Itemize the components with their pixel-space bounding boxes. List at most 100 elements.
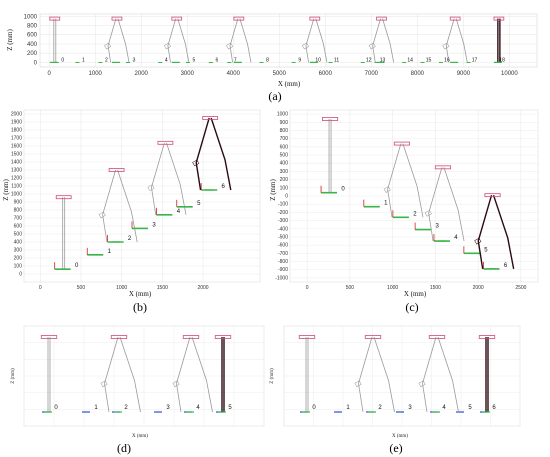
panel-a-pose-2-pelvis <box>171 16 183 21</box>
panel-c-chart: 0 500 1000 1500 2000 2500-1000-900-800-700-60… <box>269 109 539 314</box>
panel-c-y-label: Z (mm) <box>269 179 277 201</box>
panel-a-x-tick: 8000 <box>411 71 425 77</box>
panel-a-step-label: 17 <box>472 57 478 63</box>
panel-c-step-label: 4 <box>454 235 458 241</box>
panel-d-grid <box>23 325 265 427</box>
panel-c-y-tick: 500 <box>280 153 289 159</box>
panel-b-grid <box>24 110 260 282</box>
panel-c-y-tick: -800 <box>278 259 288 265</box>
panel-c-pose-6-leg-right <box>492 194 515 270</box>
panel-e-pose-2-pelvis <box>428 335 446 339</box>
panel-b-pose-4-pelvis <box>157 140 174 145</box>
panel-b-step-label: 0 <box>75 263 79 269</box>
panel-b-step-label: 5 <box>197 201 201 207</box>
panel-a-y-tick: 400 <box>27 42 38 48</box>
panel-a-step-label: 15 <box>426 57 432 63</box>
panel-c-step-label: 0 <box>341 187 345 193</box>
panel-b-y-tick: 700 <box>14 216 23 222</box>
panel-c-pose-2-pelvis <box>393 141 410 146</box>
panel-a-pose-1-leg-left <box>107 18 117 63</box>
panel-b-y-tick: 200 <box>14 256 23 262</box>
panel-e-caption: (e) <box>389 441 402 455</box>
panel-e-step-label: 2 <box>378 405 382 411</box>
panel-b-y-tick: 300 <box>14 248 23 254</box>
panel-b-pose-6-leg-left <box>195 117 210 191</box>
panel-a-pose-3-pelvis <box>233 16 245 21</box>
panel-c-step-label: 2 <box>413 211 417 217</box>
panel-d-x-label: X (mm) <box>132 434 148 439</box>
panel-b-pose-6-pelvis <box>202 116 219 120</box>
panel-a-step-label: 0 <box>61 57 64 63</box>
panel-d-poses <box>40 335 232 413</box>
panel-c-y-tick: -1000 <box>275 275 288 281</box>
panel-b-y-tick: 100 <box>14 264 23 270</box>
panel-c-step-labels: 0 1 2 3 4 5 6 <box>341 187 507 269</box>
panel-e-x-label: X (mm) <box>392 434 408 439</box>
panel-b-y-tick: 800 <box>14 208 23 214</box>
panel-a-step-label: 7 <box>234 57 237 63</box>
panel-e-pose-last-pelvis <box>478 335 496 339</box>
panel-c-y-tick: -700 <box>278 251 288 257</box>
panel-a-pose-0-pelvis <box>49 16 61 21</box>
panel-b-chart: 0 500 1000 1500 2000 0 100 200 300 400 500 600 700 80… <box>2 109 261 314</box>
panel-c-step-label: 1 <box>384 201 388 207</box>
panel-e-pose-0-pelvis <box>298 335 316 339</box>
panel-a-pose-4-leg-right <box>315 18 328 63</box>
panel-c-y-tick: -300 <box>278 218 288 224</box>
panel-a-x-tick: 6000 <box>319 71 333 77</box>
panel-a-pose-2-leg-left <box>167 18 177 63</box>
panel-a-chart: 0 1000 2000 3000 4000 5000 6000 7000 8000 9000 100… <box>6 13 538 103</box>
panel-b-pose-2-leg-right <box>117 169 138 243</box>
panel-c-y-tick: 300 <box>280 169 289 175</box>
panel-b-y-tick: 1300 <box>11 168 22 174</box>
panel-b-y-tick: 1900 <box>11 120 22 126</box>
panel-a-step-label: 9 <box>298 57 301 63</box>
panel-c-x-tick: 1500 <box>430 285 441 291</box>
panel-d-y-label: Z (mm) <box>11 368 16 384</box>
panel-a-step-label: 14 <box>407 57 413 63</box>
panel-a-pose-7-pelvis <box>493 16 505 21</box>
panel-a-y-tick: 0 <box>34 60 38 66</box>
panel-c-pose-4-pelvis <box>434 165 451 170</box>
panel-e-pose-2-leg-right <box>437 336 459 413</box>
panel-a-step-labels: 0 1 2 3 4 5 6 7 8 9 10 11 12 13 14 15 16 17 18 <box>54 57 505 63</box>
panel-d-chart: 0 1 2 3 4 5 X (mm) Z (mm) (d) <box>11 325 265 455</box>
panel-c-pose-4-leg-left <box>428 167 443 242</box>
panel-c-y-tick: -200 <box>278 210 288 216</box>
panel-a-x-tick: 0 <box>48 71 52 77</box>
panel-d-step-label: 3 <box>166 405 170 411</box>
panel-d-pose-2-knee-box <box>172 380 180 388</box>
panel-d-pose-1-knee-box <box>100 380 108 388</box>
panel-b-pose-4-leg-right <box>166 142 187 215</box>
panel-d-step-label: 2 <box>124 405 128 411</box>
panel-a-step-label: 10 <box>315 57 321 63</box>
panel-b-y-tick: 900 <box>14 200 23 206</box>
panel-b-pose-0-pelvis <box>55 195 72 200</box>
panel-a-pose-6-knee-box <box>442 42 450 50</box>
panel-e-step-label: 6 <box>492 405 496 411</box>
panel-b-x-tick: 2000 <box>197 285 208 291</box>
panel-b-x-label: X (mm) <box>129 290 152 298</box>
panel-b-pose-2-knee-box <box>98 211 106 219</box>
panel-b-y-tick: 1200 <box>11 176 22 182</box>
panel-c-y-tick: -500 <box>278 234 288 240</box>
panel-a-y-tick: 600 <box>27 33 38 39</box>
panel-b-pose-2-pelvis <box>108 168 125 172</box>
panel-c-x-tick: 2500 <box>515 285 526 291</box>
panel-a-y-tick: 800 <box>27 24 38 30</box>
panel-e-pose-1-pelvis <box>364 335 382 339</box>
panel-a-y-label: Z (mm) <box>6 29 14 51</box>
panel-d-pose-1-pelvis <box>110 335 128 339</box>
panel-a-pose-5-pelvis <box>376 16 387 21</box>
panel-a-step-label: 2 <box>105 57 108 63</box>
panel-c-y-tick: 200 <box>280 177 289 183</box>
panel-b-y-tick: 1800 <box>11 128 22 134</box>
panel-b-y-tick: 1400 <box>11 160 22 166</box>
panel-a-pose-4-knee-box <box>301 42 310 50</box>
panel-a-x-tick: 7000 <box>365 71 379 77</box>
panel-d-caption: (d) <box>117 441 131 455</box>
panel-d-pose-1-leg-left <box>104 336 119 413</box>
panel-a-x-tick: 10000 <box>501 71 518 77</box>
panel-c-y-tick: -600 <box>278 243 288 249</box>
